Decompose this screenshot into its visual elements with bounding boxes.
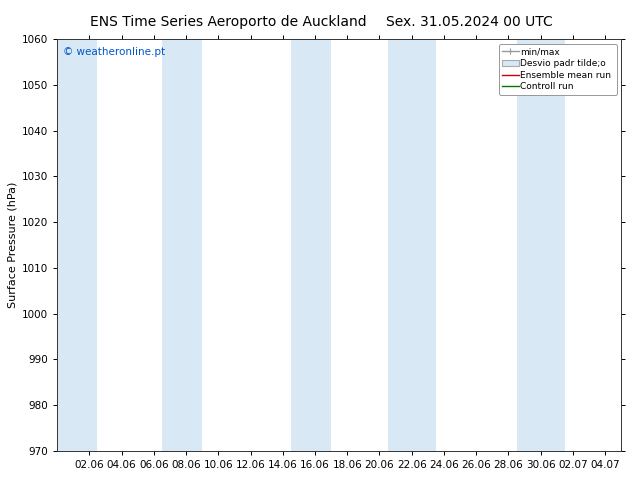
Bar [57, 39, 98, 451]
Legend: min/max, Desvio padr tilde;o, Ensemble mean run, Controll run: min/max, Desvio padr tilde;o, Ensemble m… [499, 44, 617, 95]
Bar [517, 39, 565, 451]
Text: Sex. 31.05.2024 00 UTC: Sex. 31.05.2024 00 UTC [385, 15, 553, 29]
Bar [291, 39, 331, 451]
Text: © weatheronline.pt: © weatheronline.pt [63, 48, 165, 57]
Bar [387, 39, 436, 451]
Bar [162, 39, 202, 451]
Text: ENS Time Series Aeroporto de Auckland: ENS Time Series Aeroporto de Auckland [90, 15, 366, 29]
Y-axis label: Surface Pressure (hPa): Surface Pressure (hPa) [8, 182, 18, 308]
